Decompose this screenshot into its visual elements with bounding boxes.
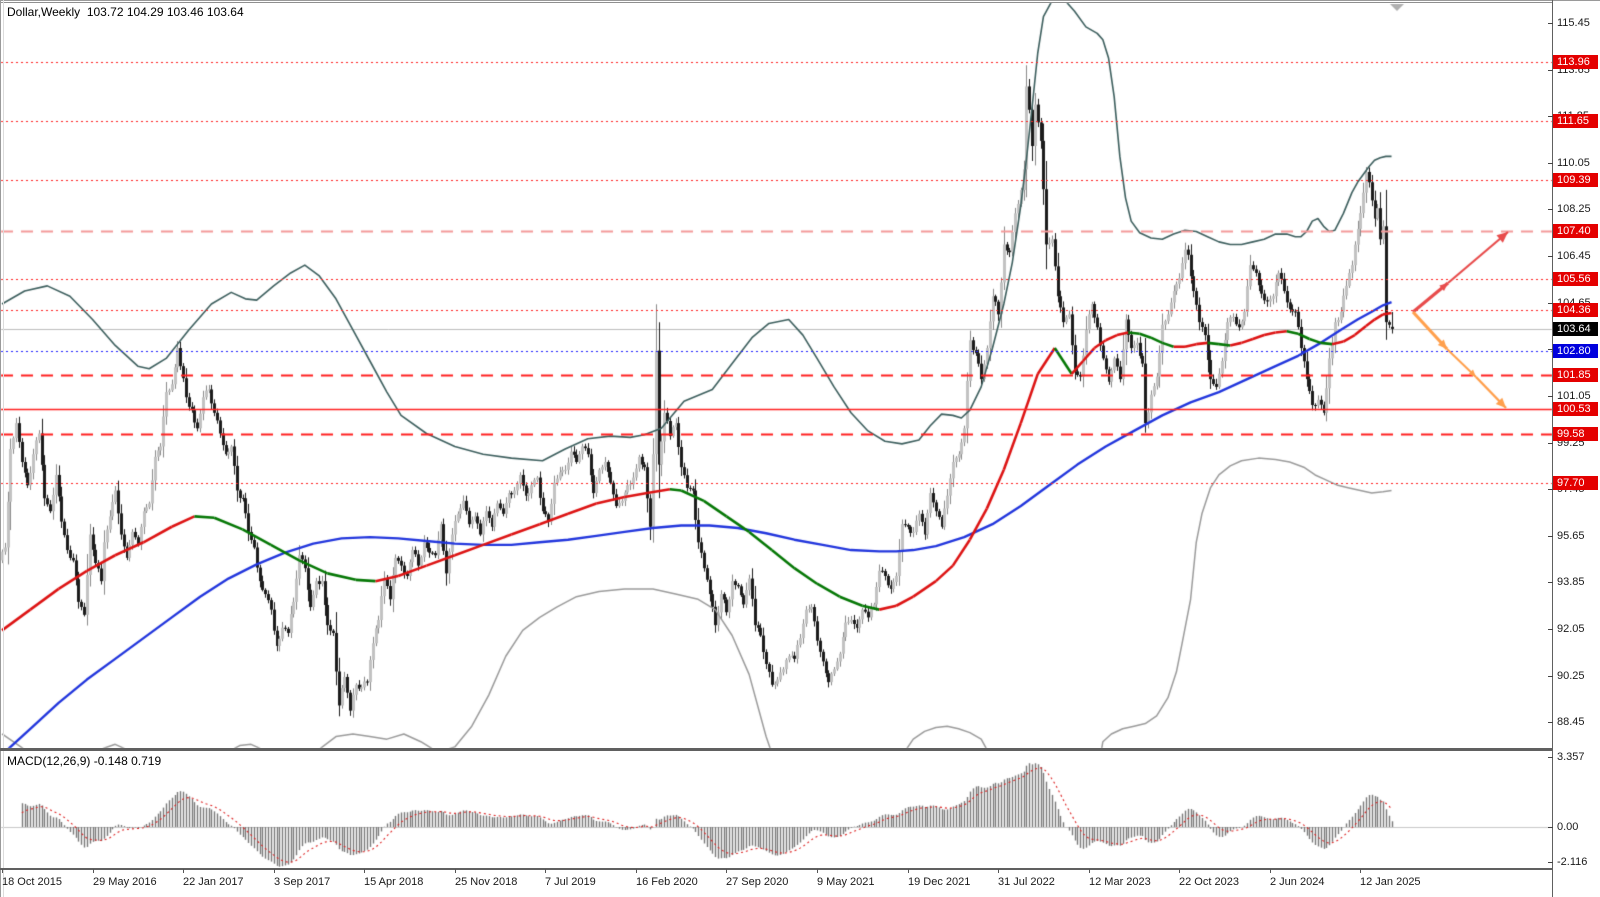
time-tick-mark xyxy=(545,869,546,873)
price-tick-mark xyxy=(1548,349,1553,350)
price-tick-label: 106.45 xyxy=(1557,250,1591,262)
time-tick-mark xyxy=(1360,869,1361,873)
price-tick-label: 110.05 xyxy=(1557,157,1590,169)
time-tick-label: 27 Sep 2020 xyxy=(726,876,789,888)
window-left-border xyxy=(0,0,1,897)
chart-top-border xyxy=(0,2,1552,3)
price-tick-mark xyxy=(1548,70,1553,71)
macd-tick-label: 3.357 xyxy=(1557,751,1585,763)
symbol-timeframe-label: Dollar,Weekly xyxy=(7,5,81,19)
price-tick-mark xyxy=(1548,443,1553,444)
macd-tick-mark xyxy=(1548,862,1553,863)
price-level-flag[interactable]: 102.80 xyxy=(1553,344,1598,358)
macd-tick-label: 0.00 xyxy=(1557,821,1579,833)
macd-main-value: -0.148 xyxy=(93,754,128,768)
time-tick-label: 15 Apr 2018 xyxy=(364,876,424,888)
macd-tick-mark xyxy=(1548,827,1553,828)
price-tick-label: 115.45 xyxy=(1557,17,1590,29)
price-level-flag[interactable]: 111.65 xyxy=(1553,114,1598,128)
time-tick-label: 25 Nov 2018 xyxy=(455,876,518,888)
time-tick-mark xyxy=(364,869,365,873)
time-tick-label: 3 Sep 2017 xyxy=(274,876,331,888)
price-tick-mark xyxy=(1548,209,1553,210)
window-left-border-inner xyxy=(3,0,4,897)
time-tick-mark xyxy=(817,869,818,873)
price-level-flag[interactable]: 104.36 xyxy=(1553,303,1598,317)
time-tick-label: 18 Oct 2015 xyxy=(2,876,62,888)
price-tick-mark xyxy=(1548,489,1553,490)
price-tick-mark xyxy=(1548,116,1553,117)
price-level-flag[interactable]: 105.56 xyxy=(1553,272,1598,286)
price-level-flag[interactable]: 99.58 xyxy=(1553,427,1598,441)
price-level-flag[interactable]: 100.53 xyxy=(1553,402,1598,416)
macd-indicator-label: MACD(12,26,9) -0.148 0.719 xyxy=(7,754,161,768)
time-tick-label: 22 Oct 2023 xyxy=(1179,876,1239,888)
window-top-border xyxy=(0,0,1600,1)
time-tick-label: 22 Jan 2017 xyxy=(183,876,244,888)
price-level-flag[interactable]: 101.85 xyxy=(1553,368,1598,382)
time-tick-mark xyxy=(636,869,637,873)
macd-tick-mark xyxy=(1548,757,1553,758)
time-tick-label: 2 Jun 2024 xyxy=(1270,876,1325,888)
price-tick-mark xyxy=(1548,629,1553,630)
price-tick-mark xyxy=(1548,676,1553,677)
time-tick-mark xyxy=(1089,869,1090,873)
price-tick-mark xyxy=(1548,396,1553,397)
time-tick-label: 12 Jan 2025 xyxy=(1360,876,1421,888)
price-tick-mark xyxy=(1548,23,1553,24)
macd-tick-label: -2.116 xyxy=(1557,856,1588,868)
time-tick-label: 19 Dec 2021 xyxy=(908,876,971,888)
price-tick-label: 93.85 xyxy=(1557,576,1585,588)
time-tick-mark xyxy=(274,869,275,873)
price-tick-label: 108.25 xyxy=(1557,203,1591,215)
price-tick-label: 90.25 xyxy=(1557,670,1585,682)
time-tick-label: 9 May 2021 xyxy=(817,876,875,888)
time-tick-mark xyxy=(183,869,184,873)
time-tick-mark xyxy=(455,869,456,873)
title-spacer xyxy=(80,5,87,19)
price-level-flag[interactable]: 103.64 xyxy=(1553,322,1598,336)
price-level-flag[interactable]: 113.96 xyxy=(1553,55,1598,69)
time-tick-mark xyxy=(908,869,909,873)
price-tick-label: 95.65 xyxy=(1557,530,1585,542)
price-level-flag[interactable]: 107.40 xyxy=(1553,224,1598,238)
time-tick-label: 29 May 2016 xyxy=(93,876,157,888)
price-tick-mark xyxy=(1548,582,1553,583)
price-tick-mark xyxy=(1548,722,1553,723)
time-tick-label: 12 Mar 2023 xyxy=(1089,876,1151,888)
time-tick-label: 31 Jul 2022 xyxy=(998,876,1055,888)
time-tick-mark xyxy=(1179,869,1180,873)
price-tick-label: 88.45 xyxy=(1557,716,1585,728)
price-tick-label: 101.05 xyxy=(1557,390,1591,402)
time-tick-mark xyxy=(1270,869,1271,873)
price-axis-border xyxy=(1552,0,1553,897)
macd-name: MACD(12,26,9) xyxy=(7,754,91,768)
time-tick-label: 7 Jul 2019 xyxy=(545,876,596,888)
time-axis-border xyxy=(0,868,1552,870)
price-tick-mark xyxy=(1548,536,1553,537)
time-tick-mark xyxy=(2,869,3,873)
price-tick-mark xyxy=(1548,256,1553,257)
time-tick-mark xyxy=(726,869,727,873)
price-tick-label: 92.05 xyxy=(1557,623,1585,635)
time-tick-mark xyxy=(998,869,999,873)
time-tick-mark xyxy=(93,869,94,873)
price-level-flag[interactable]: 109.39 xyxy=(1553,173,1598,187)
price-tick-mark xyxy=(1548,303,1553,304)
price-tick-mark xyxy=(1548,163,1553,164)
price-level-flag[interactable]: 97.70 xyxy=(1553,476,1598,490)
macd-signal-value: 0.719 xyxy=(131,754,162,768)
chart-title: Dollar,Weekly 103.72 104.29 103.46 103.6… xyxy=(7,5,244,19)
macd-panel-separator[interactable] xyxy=(0,748,1552,751)
time-tick-label: 16 Feb 2020 xyxy=(636,876,698,888)
ohlc-values: 103.72 104.29 103.46 103.64 xyxy=(86,5,244,19)
